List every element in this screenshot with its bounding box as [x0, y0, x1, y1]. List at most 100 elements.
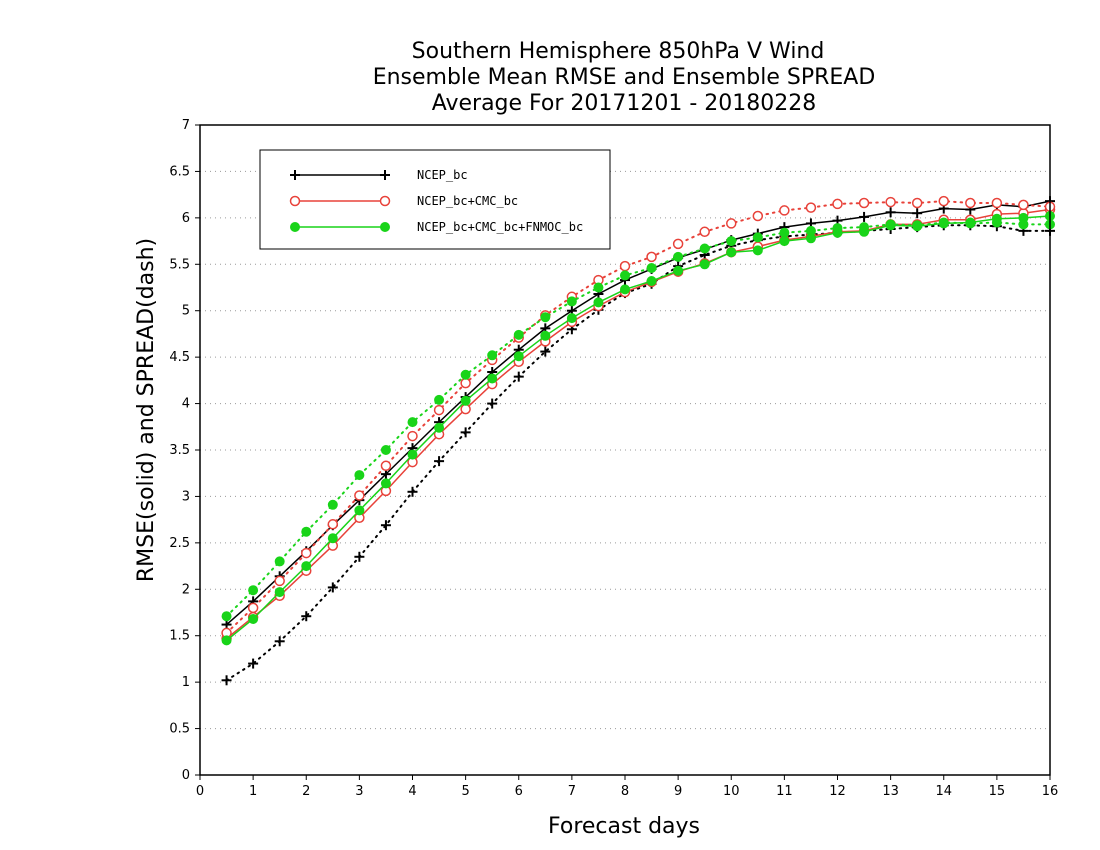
legend-label-ncep-bc: NCEP_bc [417, 168, 468, 182]
point-ncep-bc-cmc-bc-spread-17 [672, 238, 684, 250]
point-ncep-bc-spread-0 [221, 675, 232, 686]
point-ncep-bc-cmc-bc-fnmoc-bc-spread-7 [407, 417, 418, 428]
series-ncep-bc-cmc-bc-fnmoc-bc-spread [221, 217, 1055, 622]
legend-marker-start-ncep-bc-cmc-bc [289, 195, 301, 207]
y-tick-label-14: 7 [182, 118, 190, 133]
point-ncep-bc-cmc-bc-spread-7 [407, 430, 418, 442]
x-tick-label-8: 8 [621, 784, 629, 799]
point-ncep-bc-cmc-bc-fnmoc-bc-spread-3 [301, 526, 312, 537]
point-ncep-bc-cmc-bc-spread-23 [832, 198, 843, 210]
point-ncep-bc-spread-6 [380, 520, 391, 531]
x-tick-label-15: 15 [989, 784, 1006, 799]
y-axis-label: RMSE(solid) and SPREAD(dash) [134, 238, 159, 582]
point-ncep-bc-cmc-bc-fnmoc-bc-spread-1 [248, 585, 259, 596]
point-ncep-bc-cmc-bc-fnmoc-bc-rmse-1 [248, 614, 259, 624]
point-ncep-bc-cmc-bc-spread-1 [247, 602, 259, 614]
point-ncep-bc-cmc-bc-spread-19 [726, 218, 737, 229]
point-ncep-bc-cmc-bc-fnmoc-bc-spread-6 [380, 445, 391, 455]
chart-title: Southern Hemisphere 850hPa V Wind Ensemb… [373, 39, 876, 116]
legend-item-ncep-bc-cmc-bc: NCEP_bc+CMC_bc [289, 194, 518, 208]
y-tick-label-7: 3.5 [169, 443, 190, 458]
y-tick-label-2: 1 [182, 675, 190, 690]
point-ncep-bc-cmc-bc-fnmoc-bc-rmse-10 [487, 373, 498, 384]
point-ncep-bc-cmc-bc-fnmoc-bc-rmse-6 [380, 478, 391, 489]
point-ncep-bc-cmc-bc-fnmoc-bc-rmse-9 [460, 395, 471, 406]
x-tick-label-9: 9 [674, 784, 682, 799]
line-ncep-bc-cmc-bc-fnmoc-bc-rmse [226, 215, 1051, 641]
point-ncep-bc-cmc-bc-fnmoc-bc-spread-26 [912, 220, 923, 231]
point-ncep-bc-cmc-bc-fnmoc-bc-rmse-14 [593, 297, 604, 308]
point-ncep-bc-cmc-bc-fnmoc-bc-spread-5 [354, 470, 365, 481]
point-ncep-bc-cmc-bc-fnmoc-bc-spread-30 [1018, 219, 1029, 230]
series-ncep-bc-cmc-bc-spread [221, 195, 1056, 639]
line-ncep-bc-spread [225, 224, 1051, 682]
y-tick-label-11: 5.5 [169, 257, 190, 272]
x-tick-label-5: 5 [461, 784, 469, 799]
point-ncep-bc-cmc-bc-spread-16 [646, 251, 657, 263]
title-line-1: Southern Hemisphere 850hPa V Wind [412, 39, 825, 64]
point-ncep-bc-cmc-bc-spread-9 [460, 377, 471, 389]
series-ncep-bc-cmc-bc-fnmoc-bc-rmse [221, 211, 1055, 646]
point-ncep-bc-cmc-bc-spread-30 [1018, 199, 1029, 211]
point-ncep-bc-cmc-bc-fnmoc-bc-spread-9 [460, 369, 471, 380]
point-ncep-bc-spread-1 [248, 658, 259, 669]
x-tick-label-2: 2 [302, 784, 310, 799]
point-ncep-bc-cmc-bc-spread-8 [433, 404, 445, 416]
x-tick-label-3: 3 [355, 784, 363, 799]
point-ncep-bc-cmc-bc-fnmoc-bc-rmse-5 [354, 505, 365, 516]
point-ncep-bc-spread-3 [301, 611, 312, 622]
x-tick-label-6: 6 [515, 784, 523, 799]
point-ncep-bc-cmc-bc-fnmoc-bc-spread-29 [991, 217, 1002, 228]
point-ncep-bc-cmc-bc-spread-27 [938, 195, 949, 207]
point-ncep-bc-cmc-bc-spread-26 [911, 197, 923, 209]
x-tick-label-7: 7 [568, 784, 576, 799]
point-ncep-bc-spread-2 [274, 636, 285, 647]
point-ncep-bc-cmc-bc-fnmoc-bc-rmse-18 [699, 259, 710, 270]
point-ncep-bc-spread-7 [407, 486, 418, 497]
point-ncep-bc-cmc-bc-fnmoc-bc-spread-28 [965, 218, 976, 229]
point-ncep-bc-cmc-bc-spread-2 [274, 575, 285, 587]
point-ncep-bc-cmc-bc-rmse-9 [460, 403, 471, 415]
title-line-2: Ensemble Mean RMSE and Ensemble SPREAD [373, 65, 876, 90]
point-ncep-bc-cmc-bc-fnmoc-bc-spread-12 [540, 312, 551, 323]
grid-lines [200, 170, 1050, 730]
point-ncep-bc-cmc-bc-fnmoc-bc-rmse-16 [646, 276, 657, 286]
point-ncep-bc-cmc-bc-fnmoc-bc-spread-21 [779, 227, 790, 238]
point-ncep-bc-spread-10 [487, 398, 498, 409]
point-ncep-bc-rmse-24 [859, 211, 870, 222]
point-ncep-bc-cmc-bc-fnmoc-bc-rmse-12 [540, 330, 551, 341]
point-ncep-bc-cmc-bc-spread-6 [380, 460, 392, 472]
line-ncep-bc-cmc-bc-spread [225, 200, 1051, 634]
point-ncep-bc-rmse-26 [912, 208, 923, 219]
point-ncep-bc-cmc-bc-fnmoc-bc-spread-2 [274, 556, 285, 567]
x-tick-label-16: 16 [1042, 784, 1059, 799]
point-ncep-bc-cmc-bc-fnmoc-bc-spread-22 [805, 225, 816, 236]
point-ncep-bc-cmc-bc-fnmoc-bc-spread-27 [938, 217, 949, 228]
point-ncep-bc-spread-4 [327, 582, 338, 593]
point-ncep-bc-cmc-bc-fnmoc-bc-rmse-11 [513, 351, 524, 362]
x-tick-label-11: 11 [776, 784, 793, 799]
x-tick-label-13: 13 [882, 784, 899, 799]
y-tick-label-1: 0.5 [169, 722, 190, 737]
point-ncep-bc-cmc-bc-fnmoc-bc-rmse-4 [327, 533, 338, 544]
point-ncep-bc-cmc-bc-fnmoc-bc-spread-16 [646, 263, 657, 273]
point-ncep-bc-spread-5 [354, 551, 365, 562]
legend-marker-end-ncep-bc-cmc-bc-fnmoc-bc [380, 222, 390, 232]
point-ncep-bc-cmc-bc-fnmoc-bc-spread-15 [620, 270, 630, 281]
point-ncep-bc-cmc-bc-fnmoc-bc-rmse-7 [407, 449, 418, 460]
x-tick-label-14: 14 [935, 784, 952, 799]
point-ncep-bc-cmc-bc-fnmoc-bc-spread-8 [434, 394, 445, 405]
series-ncep-bc-spread [221, 220, 1055, 686]
point-ncep-bc-cmc-bc-fnmoc-bc-rmse-17 [673, 265, 684, 276]
point-ncep-bc-cmc-bc-fnmoc-bc-spread-17 [673, 251, 684, 262]
y-tick-label-5: 2.5 [169, 536, 190, 551]
x-tick-label-4: 4 [408, 784, 416, 799]
legend-label-ncep-bc-cmc-bc: NCEP_bc+CMC_bc [417, 194, 518, 208]
point-ncep-bc-cmc-bc-fnmoc-bc-spread-23 [832, 223, 843, 234]
point-ncep-bc-spread-11 [513, 371, 524, 382]
legend: NCEP_bc NCEP_bc+CMC_bc NCEP_bc+CMC_bc+FNMO… [259, 149, 611, 250]
line-ncep-bc-cmc-bc-fnmoc-bc-spread [225, 221, 1051, 618]
point-ncep-bc-cmc-bc-fnmoc-bc-rmse-19 [726, 247, 737, 258]
y-tick-label-4: 2 [182, 582, 190, 597]
